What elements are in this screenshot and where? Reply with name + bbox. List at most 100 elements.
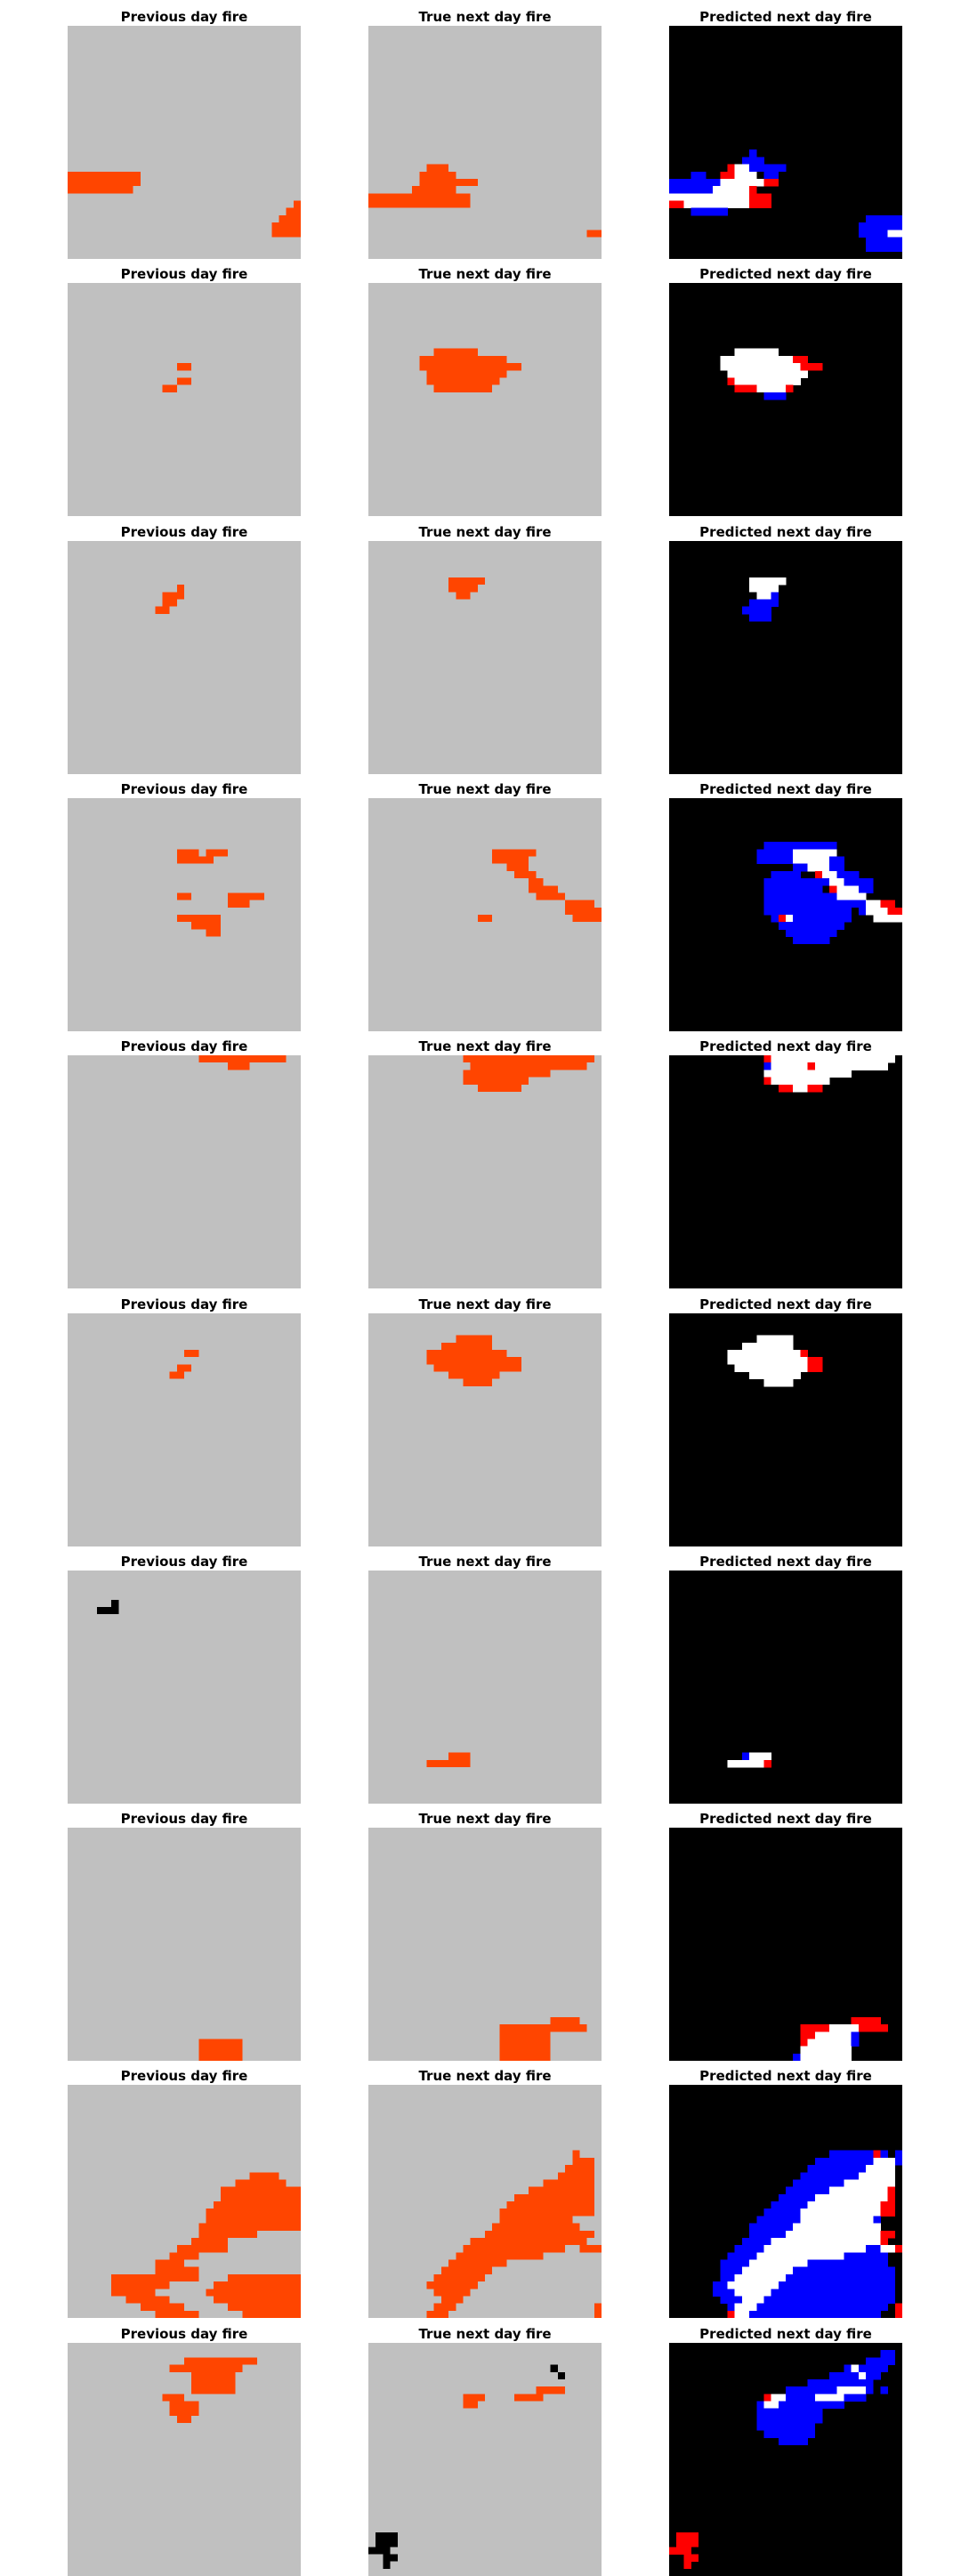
heatmap-cell-correct: [800, 2053, 808, 2062]
heatmap-cell-predicted: [763, 2209, 772, 2217]
heatmap-cell-correct: [829, 2394, 837, 2402]
heatmap-cell-missed: [690, 2554, 699, 2562]
heatmap-cell-predicted: [844, 870, 852, 879]
heatmap-cell-predicted: [880, 2357, 889, 2365]
heatmap-background: [368, 283, 602, 517]
heatmap-cell-correct: [771, 1070, 779, 1078]
heatmap-cell-correct: [873, 2223, 881, 2232]
heatmap-cell-predicted: [793, 2267, 801, 2275]
heatmap-cell-correct: [734, 2274, 743, 2282]
heatmap-cell-correct: [756, 377, 764, 386]
heatmap-cell-correct: [734, 193, 743, 201]
heatmap-cell-predicted: [786, 856, 794, 864]
heatmap-cell-predicted: [807, 907, 816, 916]
heatmap-cell-predicted: [836, 2179, 844, 2188]
heatmap-cell-predicted: [887, 244, 896, 253]
heatmap-cell-correct: [873, 2172, 881, 2181]
heatmap-cell-predicted: [829, 929, 837, 937]
heatmap-cell-predicted: [858, 2289, 867, 2297]
heatmap-cell-predicted: [793, 2429, 801, 2438]
heatmap-cell-missed: [873, 2016, 881, 2025]
heatmap-cell-predicted: [873, 230, 881, 238]
heatmap-cell-fire: [550, 2016, 580, 2025]
heatmap-cell-predicted: [771, 2209, 779, 2217]
heatmap-cell-predicted: [763, 599, 772, 607]
heatmap-cell-predicted: [858, 877, 867, 886]
heatmap-cell-correct: [734, 171, 743, 180]
heatmap-cell-correct: [763, 2289, 772, 2297]
heatmap-cell-predicted: [829, 2165, 837, 2174]
heatmap-cell-fire: [111, 2274, 199, 2282]
heatmap-cell-missed: [866, 2024, 874, 2032]
heatmap-cell-correct: [814, 2031, 823, 2039]
heatmap-cell-correct: [873, 907, 881, 916]
heatmap-cell-correct: [866, 2172, 874, 2181]
heatmap-cell-fire: [206, 2216, 301, 2224]
heatmap-cell-predicted: [866, 2151, 874, 2159]
heatmap-cell-missed: [778, 1084, 787, 1093]
heatmap-cell-predicted: [851, 2296, 860, 2305]
heatmap-cell-correct: [786, 1055, 794, 1063]
heatmap-cell-predicted: [786, 2401, 794, 2409]
heatmap-cell-correct: [741, 171, 750, 180]
heatmap-predicted-next-day: [669, 1312, 902, 1546]
heatmap-cell-correct: [771, 577, 779, 585]
heatmap-cell-predicted: [814, 2274, 823, 2282]
heatmap-cell-predicted: [807, 2187, 816, 2195]
heatmap-cell-correct: [749, 2267, 757, 2275]
heatmap-cell-correct: [807, 2238, 816, 2246]
heatmap-cell-correct: [807, 2201, 816, 2209]
heatmap-cell-predicted: [866, 2364, 874, 2372]
heatmap-cell-predicted: [829, 2386, 837, 2394]
heatmap-cell-correct: [851, 2179, 860, 2188]
heatmap-cell-predicted: [713, 2281, 721, 2290]
heatmap-cell-predicted: [851, 2311, 860, 2319]
heatmap-cell-fire: [220, 2187, 301, 2195]
panel-title-previous-day: Previous day fire: [120, 523, 248, 540]
heatmap-cell-predicted: [821, 2401, 830, 2409]
panel-previous-day: [68, 1055, 301, 1289]
heatmap-cell-correct: [851, 2386, 860, 2394]
heatmap-cell-predicted: [807, 877, 816, 886]
heatmap-cell-predicted: [778, 900, 787, 908]
heatmap-predicted-next-day: [669, 1570, 902, 1804]
heatmap-cell-predicted: [851, 2289, 860, 2297]
heatmap-cell-correct: [771, 1349, 779, 1358]
panel-title-predicted-next-day: Predicted next day fire: [699, 1038, 872, 1055]
heatmap-cell-fire: [271, 230, 301, 238]
heatmap-cell-correct: [844, 2231, 852, 2239]
heatmap-cell-predicted: [851, 2304, 860, 2312]
panel-title-predicted-next-day: Predicted next day fire: [699, 2068, 872, 2085]
heatmap-cell-predicted: [756, 849, 764, 857]
heatmap-cell-predicted: [829, 2304, 837, 2312]
heatmap-cell-fire: [271, 222, 301, 230]
heatmap-predicted-next-day: [669, 2085, 902, 2319]
heatmap-cell-fire: [426, 1759, 471, 1767]
heatmap-cell-predicted: [800, 877, 808, 886]
heatmap-cell-predicted: [800, 2289, 808, 2297]
heatmap-cell-correct: [844, 885, 852, 893]
heatmap-cell-predicted: [851, 2151, 860, 2159]
heatmap-cell-predicted: [858, 2274, 867, 2282]
heatmap-cell-fire: [111, 2281, 170, 2289]
heatmap-cell-correct: [741, 370, 750, 379]
heatmap-cell-predicted: [858, 2296, 867, 2305]
heatmap-cell-predicted: [793, 2311, 801, 2319]
heatmap-cell-correct: [771, 2259, 779, 2268]
heatmap-cell-correct: [821, 2039, 830, 2047]
heatmap-cell-correct: [771, 2252, 779, 2261]
heatmap-cell-correct: [800, 2231, 808, 2239]
heatmap-cell-predicted: [880, 2151, 889, 2159]
heatmap-cell-correct: [756, 178, 764, 187]
heatmap-cell-correct: [713, 200, 721, 209]
heatmap-cell-missed: [814, 363, 823, 371]
heatmap-cell-unknown: [557, 2371, 566, 2379]
heatmap-cell-correct: [821, 1062, 830, 1070]
heatmap-cell-predicted: [866, 2252, 874, 2261]
heatmap-cell-fire: [191, 2386, 236, 2394]
heatmap-cell-correct: [829, 877, 837, 886]
heatmap-cell-correct: [749, 348, 757, 357]
heatmap-cell-correct: [786, 914, 794, 923]
heatmap-cell-predicted: [814, 2386, 823, 2394]
heatmap-cell-fire: [426, 164, 449, 172]
